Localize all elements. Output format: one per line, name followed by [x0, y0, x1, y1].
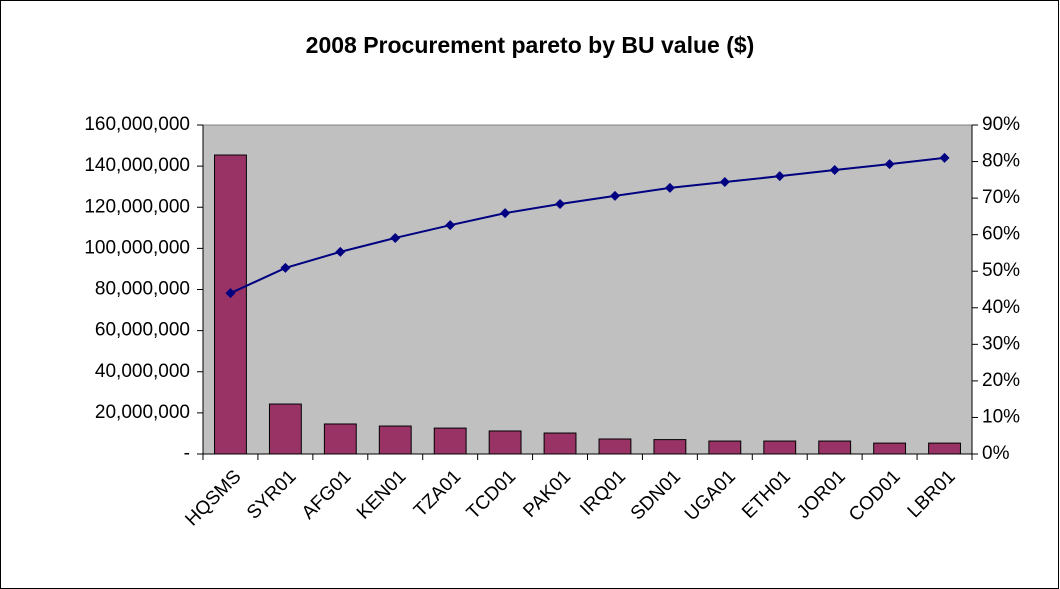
bar: [214, 154, 247, 455]
line: [230, 156, 945, 295]
y2-tick-label: 40%: [982, 297, 1020, 318]
y-tick-label: 40,000,000: [95, 361, 190, 382]
line-marker: [774, 171, 785, 182]
line-marker: [719, 177, 730, 188]
y2-tick-label: 80%: [982, 151, 1020, 172]
line-marker: [609, 190, 620, 201]
y-tick-label: 60,000,000: [95, 320, 190, 341]
y2-tick-label: 10%: [982, 406, 1020, 427]
line-marker: [555, 198, 566, 209]
bar: [873, 442, 907, 455]
bar: [818, 440, 852, 455]
line-marker: [390, 232, 401, 243]
y-tick-label: -: [184, 443, 190, 464]
line-marker: [500, 208, 511, 219]
bar: [598, 438, 632, 455]
bar: [488, 430, 522, 455]
line-marker: [225, 288, 236, 299]
y2-tick-label: 30%: [982, 333, 1020, 354]
y-tick-label: 120,000,000: [84, 196, 190, 217]
line-marker: [445, 220, 456, 231]
y2-tick-label: 60%: [982, 224, 1020, 245]
bar: [653, 439, 687, 455]
bar: [268, 403, 302, 455]
bar: [378, 425, 412, 455]
plot-area: [202, 124, 973, 455]
y-tick-label: 20,000,000: [95, 402, 190, 423]
y2-tick-label: 0%: [982, 443, 1010, 464]
bar: [928, 442, 961, 455]
y2-tick-label: 50%: [982, 260, 1020, 281]
chart-title: 2008 Procurement pareto by BU value ($): [306, 32, 755, 58]
line-marker: [829, 164, 840, 175]
line-marker: [280, 262, 291, 273]
bar: [433, 427, 467, 455]
bar: [708, 440, 742, 455]
y-tick-label: 160,000,000: [84, 114, 190, 135]
bar: [543, 432, 577, 455]
bar: [763, 440, 797, 455]
y2-tick-label: 90%: [982, 114, 1020, 135]
line-marker: [335, 246, 346, 257]
line-marker: [664, 182, 675, 193]
y-tick-label: 80,000,000: [95, 279, 190, 300]
y-tick-label: 140,000,000: [84, 155, 190, 176]
y-tick-label: 100,000,000: [84, 237, 190, 258]
y2-tick-label: 70%: [982, 187, 1020, 208]
line-marker: [884, 159, 895, 170]
line-marker: [939, 152, 950, 163]
y2-tick-label: 20%: [982, 370, 1020, 391]
bar: [323, 423, 357, 455]
